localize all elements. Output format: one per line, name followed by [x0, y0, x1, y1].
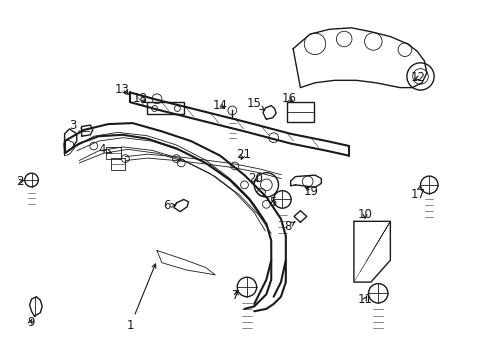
Bar: [147, 102, 183, 114]
Text: 19: 19: [304, 185, 319, 198]
Text: 5: 5: [268, 196, 276, 210]
Text: 4: 4: [99, 143, 111, 156]
Text: 18: 18: [132, 92, 147, 105]
Text: 15: 15: [246, 97, 264, 110]
Text: 17: 17: [410, 185, 425, 201]
Text: 9: 9: [27, 316, 34, 329]
Text: 16: 16: [281, 92, 296, 105]
Text: 21: 21: [236, 148, 250, 161]
Text: 2: 2: [16, 175, 23, 188]
Text: 1: 1: [126, 264, 156, 332]
Text: 6: 6: [163, 199, 176, 212]
Text: 12: 12: [410, 71, 425, 84]
Bar: [106, 148, 120, 159]
Bar: [111, 158, 125, 170]
Text: 11: 11: [357, 293, 372, 306]
Bar: [287, 102, 313, 122]
Text: 10: 10: [357, 207, 372, 221]
Text: 3: 3: [69, 118, 83, 132]
Text: 14: 14: [212, 99, 227, 112]
Text: 8: 8: [284, 220, 294, 233]
Text: 20: 20: [247, 172, 262, 185]
Text: 7: 7: [232, 289, 240, 302]
Text: 13: 13: [114, 82, 129, 95]
